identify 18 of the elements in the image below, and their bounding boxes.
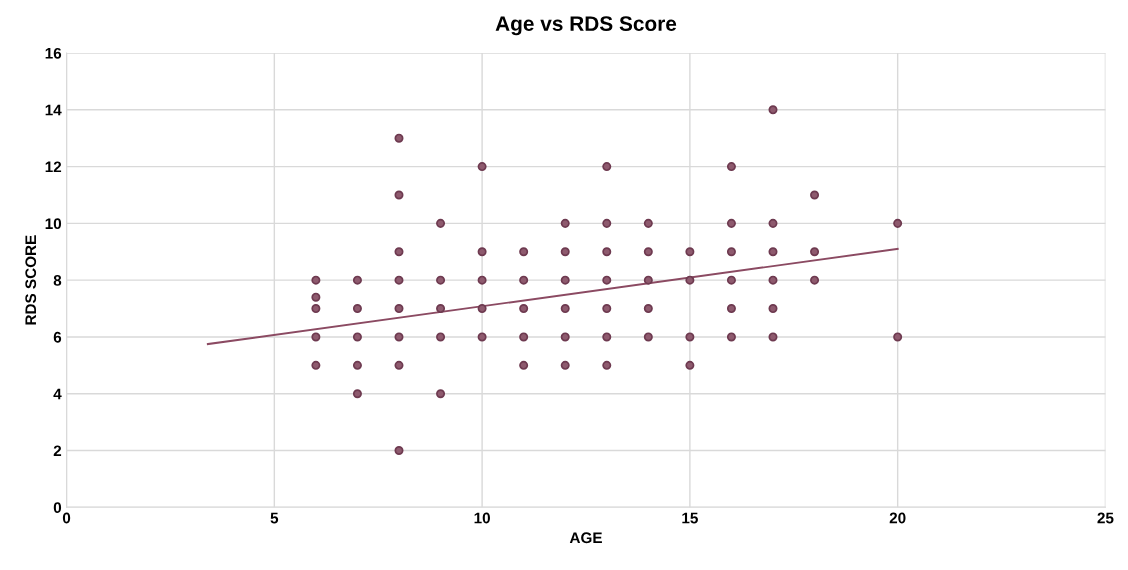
y-tick-label: 14 <box>45 104 62 116</box>
x-tick-label: 10 <box>474 512 490 524</box>
chart-title: Age vs RDS Score <box>495 16 677 36</box>
y-tick-label: 2 <box>53 445 62 457</box>
x-tick-label: 5 <box>270 512 279 524</box>
y-tick-label: 12 <box>45 161 62 173</box>
x-tick-label: 20 <box>889 512 906 524</box>
y-axis-title: RDS SCORE <box>25 235 37 325</box>
x-tick-label: 0 <box>62 512 71 524</box>
y-tick-label: 0 <box>53 502 62 513</box>
x-axis-title: AGE <box>569 532 602 544</box>
y-tick-label: 10 <box>45 218 62 230</box>
y-tick-label: 16 <box>45 47 62 59</box>
x-tick-label: 15 <box>682 512 698 524</box>
x-tick-label: 25 <box>1097 512 1114 524</box>
y-tick-label: 4 <box>53 388 62 400</box>
y-tick-label: 8 <box>53 275 62 286</box>
y-tick-label: 6 <box>53 331 62 343</box>
